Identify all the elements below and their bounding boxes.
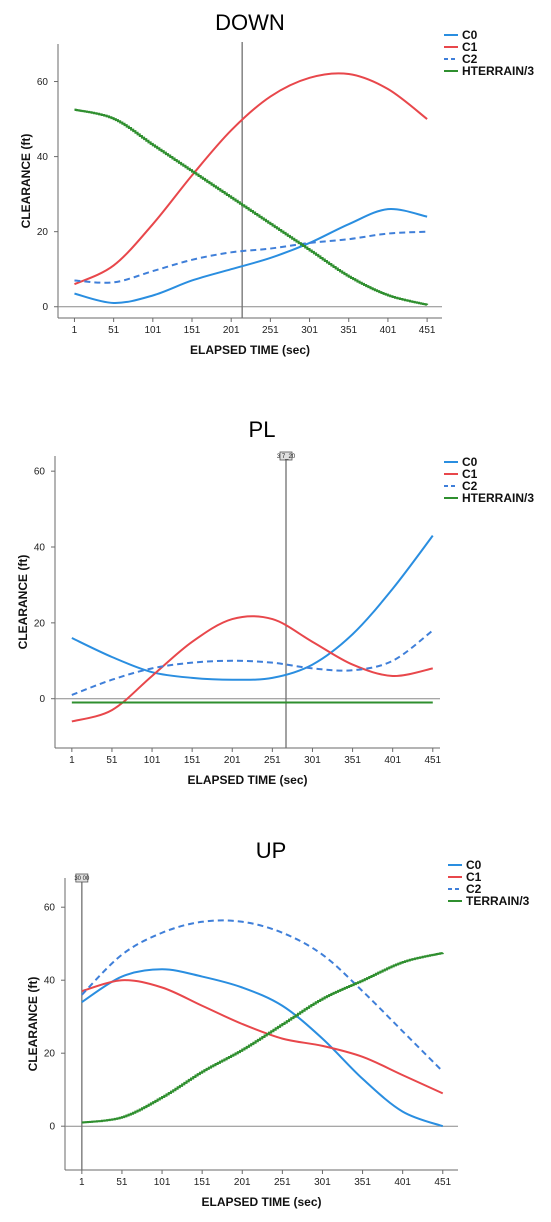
y-tick-label: 40	[34, 543, 46, 554]
reference-marker-label: 30 00	[74, 876, 90, 882]
x-axis-title: ELAPSED TIME (sec)	[187, 773, 307, 787]
x-tick-label: 251	[262, 325, 279, 336]
chart-title: DOWN	[215, 10, 285, 35]
x-tick-label: 1	[69, 755, 75, 766]
series-line-c1	[74, 72, 428, 286]
series-line-c0	[71, 535, 434, 681]
series-line-c1	[81, 979, 444, 1095]
y-tick-label: 60	[37, 77, 49, 88]
series-line-c2	[81, 919, 444, 1073]
x-tick-label: 51	[106, 755, 118, 766]
x-tick-label: 401	[384, 755, 401, 766]
y-tick-label: 60	[44, 903, 56, 914]
x-axis-title: ELAPSED TIME (sec)	[190, 343, 310, 357]
y-tick-label: 20	[37, 227, 49, 238]
x-tick-label: 451	[419, 325, 436, 336]
legend-label: C1	[462, 467, 478, 481]
x-tick-label: 1	[79, 1177, 85, 1188]
x-tick-label: 1	[72, 325, 78, 336]
x-tick-label: 201	[224, 755, 241, 766]
x-tick-label: 51	[108, 325, 120, 336]
x-tick-label: 351	[340, 325, 357, 336]
series-line-c1	[71, 615, 433, 723]
x-tick-label: 301	[304, 755, 321, 766]
chart-title: PL	[249, 417, 276, 442]
y-tick-label: 40	[37, 152, 49, 163]
x-tick-label: 301	[301, 325, 318, 336]
x-tick-label: 401	[394, 1177, 411, 1188]
series-line-c2	[74, 230, 428, 284]
y-tick-label: 0	[39, 694, 45, 705]
x-tick-label: 451	[424, 755, 441, 766]
y-tick-label: 20	[44, 1049, 56, 1060]
x-tick-label: 101	[144, 755, 161, 766]
series-line-c0	[74, 208, 428, 304]
reference-marker-box	[279, 451, 293, 461]
x-tick-label: 151	[184, 755, 201, 766]
legend-label: C1	[466, 870, 482, 884]
series-line-c2	[71, 629, 434, 696]
y-tick-label: 40	[44, 976, 56, 987]
y-axis-title: CLEARANCE (ft)	[16, 555, 30, 650]
legend-label: C0	[462, 28, 478, 42]
x-axis-title: ELAPSED TIME (sec)	[201, 1195, 321, 1209]
y-tick-label: 0	[42, 302, 48, 313]
x-tick-label: 201	[223, 325, 240, 336]
legend-label: C0	[466, 858, 482, 872]
legend-label: HTERRAIN/3	[462, 64, 534, 78]
legend-label: C2	[462, 479, 478, 493]
x-tick-label: 401	[380, 325, 397, 336]
series-line-terrain-3	[81, 952, 444, 1124]
reference-marker-label: 3 7_20	[277, 454, 296, 460]
x-tick-label: 351	[354, 1177, 371, 1188]
chart-title: UP	[256, 838, 287, 863]
y-axis-title: CLEARANCE (ft)	[19, 134, 33, 229]
x-tick-label: 151	[184, 325, 201, 336]
x-tick-label: 351	[344, 755, 361, 766]
x-tick-label: 101	[154, 1177, 171, 1188]
y-tick-label: 60	[34, 467, 46, 478]
x-tick-label: 201	[234, 1177, 251, 1188]
legend-label: HTERRAIN/3	[462, 491, 534, 505]
series-line-hterrain-3	[74, 108, 429, 306]
x-tick-label: 451	[434, 1177, 451, 1188]
x-tick-label: 251	[274, 1177, 291, 1188]
legend-label: C0	[462, 455, 478, 469]
legend-label: TERRAIN/3	[466, 894, 530, 908]
y-tick-label: 20	[34, 618, 46, 629]
legend-label: C2	[462, 52, 478, 66]
series-line-c0	[81, 968, 444, 1128]
x-tick-label: 101	[144, 325, 161, 336]
reference-marker-box	[75, 873, 89, 883]
y-tick-label: 0	[49, 1122, 55, 1133]
x-tick-label: 301	[314, 1177, 331, 1188]
x-tick-label: 251	[264, 755, 281, 766]
y-axis-title: CLEARANCE (ft)	[26, 977, 40, 1072]
x-tick-label: 151	[194, 1177, 211, 1188]
legend-label: C2	[466, 882, 482, 896]
x-tick-label: 51	[116, 1177, 128, 1188]
legend-label: C1	[462, 40, 478, 54]
